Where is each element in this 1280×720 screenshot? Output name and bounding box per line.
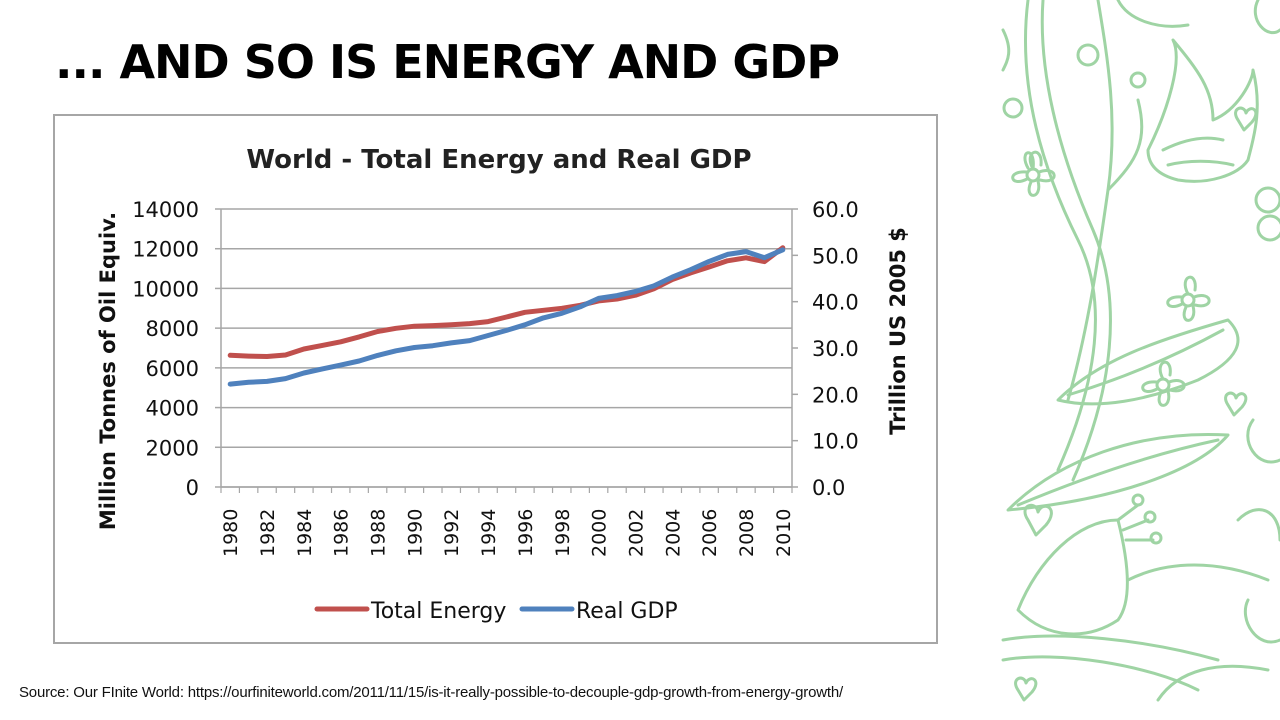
x-tick-label: 2002 bbox=[625, 509, 647, 557]
left-axis-ticks: 0 2000 4000 6000 8000 10000 12000 14000 bbox=[132, 198, 221, 500]
right-axis-ticks: 0.0 10.0 20.0 30.0 40.0 50.0 60.0 bbox=[792, 198, 859, 500]
y-tick-label: 4000 bbox=[146, 397, 199, 421]
x-axis-ticks: 1980 1982 1984 1986 1988 1990 1992 1994 1996 1998… bbox=[220, 487, 795, 557]
y-tick-label: 2000 bbox=[146, 436, 199, 460]
x-tick-label: 2000 bbox=[589, 509, 611, 557]
y-tick-label: 6000 bbox=[146, 357, 199, 381]
x-tick-label: 1994 bbox=[478, 509, 500, 557]
chart-title: World - Total Energy and Real GDP bbox=[246, 145, 751, 175]
y2-tick-label: 20.0 bbox=[812, 383, 859, 407]
y2-tick-label: 0.0 bbox=[812, 476, 845, 500]
legend-label: Total Energy bbox=[370, 599, 506, 624]
y2-tick-label: 50.0 bbox=[812, 244, 859, 268]
x-tick-label: 1996 bbox=[515, 509, 537, 557]
series-line-total-energy bbox=[227, 245, 786, 359]
y2-tick-label: 10.0 bbox=[812, 430, 859, 454]
x-tick-label: 1988 bbox=[368, 509, 390, 557]
x-tick-label: 1990 bbox=[404, 509, 426, 557]
series-line-real-gdp bbox=[227, 247, 786, 387]
x-tick-label: 1980 bbox=[220, 509, 242, 557]
y-tick-label: 14000 bbox=[132, 198, 199, 222]
floral-pattern-icon bbox=[1001, 0, 1280, 702]
legend-label: Real GDP bbox=[576, 599, 678, 624]
y-tick-label: 8000 bbox=[146, 317, 199, 341]
x-tick-label: 1982 bbox=[257, 509, 279, 557]
line-chart: World - Total Energy and Real GDP 0 2000 4… bbox=[96, 145, 910, 624]
series-lines bbox=[227, 245, 786, 387]
slide-title: ... AND SO IS ENERGY AND GDP bbox=[55, 35, 840, 89]
source-citation: Source: Our FInite World: https://ourfin… bbox=[19, 684, 843, 701]
y2-tick-label: 60.0 bbox=[812, 198, 859, 222]
left-axis-label: Million Tonnes of Oil Equiv. bbox=[96, 212, 120, 530]
legend: Total Energy Real GDP bbox=[314, 599, 678, 624]
x-tick-label: 2008 bbox=[736, 509, 758, 557]
floral-decoration bbox=[998, 0, 1280, 720]
y2-tick-label: 30.0 bbox=[812, 337, 859, 361]
y-tick-label: 10000 bbox=[132, 277, 199, 301]
right-axis-label: Trillion US 2005 $ bbox=[886, 227, 910, 435]
y2-tick-label: 40.0 bbox=[812, 291, 859, 315]
chart-frame: World - Total Energy and Real GDP 0 2000 4… bbox=[53, 114, 938, 644]
y-tick-label: 0 bbox=[186, 476, 199, 500]
x-tick-label: 1992 bbox=[441, 509, 463, 557]
x-tick-label: 1984 bbox=[294, 509, 316, 557]
x-tick-label: 2006 bbox=[699, 509, 721, 557]
x-tick-label: 1998 bbox=[552, 509, 574, 557]
x-tick-label: 2010 bbox=[773, 509, 795, 557]
x-tick-label: 2004 bbox=[662, 509, 684, 557]
x-tick-label: 1986 bbox=[331, 509, 353, 557]
y-tick-label: 12000 bbox=[132, 238, 199, 262]
